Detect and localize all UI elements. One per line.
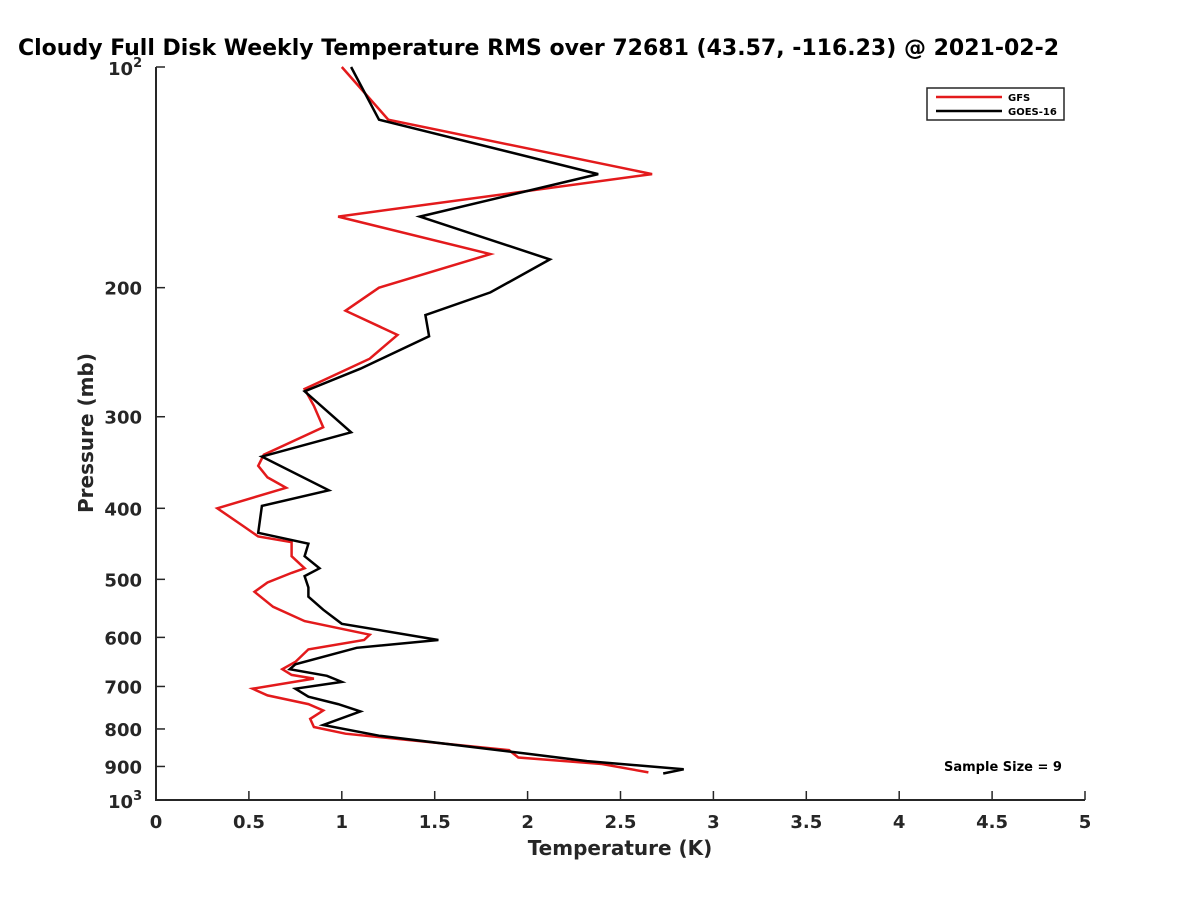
legend-label: GOES-16 (1008, 107, 1057, 118)
series-lines (214, 66, 684, 775)
y-tick-label: 700 (104, 677, 142, 698)
y-tick-label: 200 (104, 279, 142, 300)
y-tick-label: 500 (104, 570, 142, 591)
x-tick-label: 2 (521, 812, 534, 833)
y-tick-label: 800 (104, 720, 142, 741)
x-tick-label: 2.5 (605, 812, 637, 833)
x-tick-label: 1 (336, 812, 349, 833)
x-tick-label: 1.5 (419, 812, 451, 833)
y-tick-label-power: 103 (108, 789, 142, 813)
x-axis-label: Temperature (K) (528, 836, 713, 860)
x-tick-label: 0 (150, 812, 163, 833)
x-tick-label: 5 (1079, 812, 1092, 833)
y-tick-label-power: 102 (108, 56, 142, 80)
sample-size-annotation: Sample Size = 9 (944, 760, 1062, 775)
x-tick-label: 4.5 (976, 812, 1008, 833)
y-tick-label: 400 (104, 499, 142, 520)
y-ticks: 200 300 400 500 600 700 800 900 102 103 (104, 56, 165, 813)
x-ticks: 0 0.5 1 1.5 2 2.5 3 3.5 4 4.5 5 (150, 791, 1092, 833)
series-line-gfs (214, 66, 653, 774)
y-tick-label: 900 (104, 757, 142, 778)
series-line-goes-16 (256, 66, 684, 775)
x-tick-label: 3.5 (790, 812, 822, 833)
x-tick-label: 4 (893, 812, 906, 833)
legend: GFS GOES-16 (926, 87, 1065, 121)
y-tick-label: 300 (104, 408, 142, 429)
y-tick-label: 600 (104, 628, 142, 649)
legend-box (926, 87, 1065, 121)
y-axis-label: Pressure (mb) (74, 353, 98, 513)
x-tick-label: 3 (707, 812, 720, 833)
legend-label: GFS (1008, 93, 1030, 104)
x-tick-label: 0.5 (233, 812, 265, 833)
chart-title: Cloudy Full Disk Weekly Temperature RMS … (18, 36, 1059, 61)
